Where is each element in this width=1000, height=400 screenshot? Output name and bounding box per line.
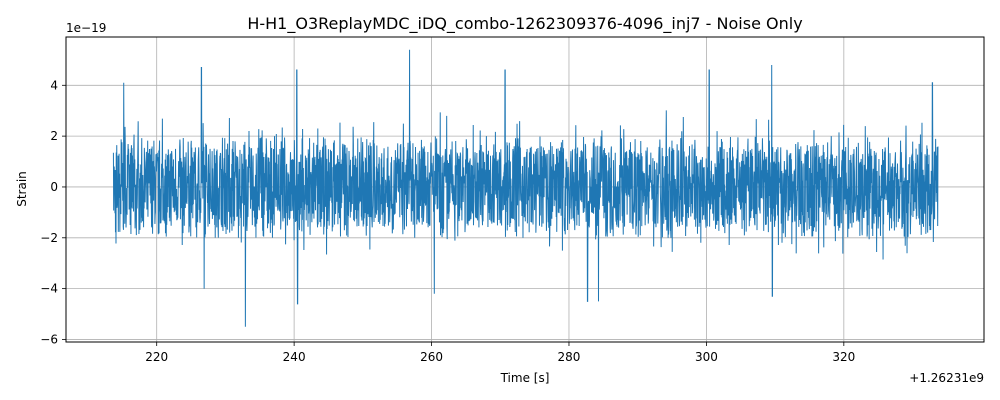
- y-axis-label: Strain: [15, 171, 29, 207]
- y-tick-label: 0: [50, 180, 58, 194]
- series-layer: [112, 49, 939, 327]
- y-tick-label: 2: [50, 129, 58, 143]
- y-scale-label: 1e−19: [66, 21, 106, 35]
- y-tick-label: −2: [40, 231, 58, 245]
- y-tick-label: 4: [50, 78, 58, 92]
- x-axis-label: Time [s]: [500, 371, 550, 385]
- plot-frame: [65, 36, 985, 343]
- x-axis-ticks: 220 240 260 280 300 320: [145, 342, 855, 364]
- x-tick-label: 300: [695, 350, 718, 364]
- x-tick-label: 240: [283, 350, 306, 364]
- strain-series-line: [112, 49, 939, 327]
- x-offset-label: +1.26231e9: [909, 371, 984, 385]
- x-tick-label: 220: [145, 350, 168, 364]
- y-tick-label: −4: [40, 282, 58, 296]
- x-tick-label: 260: [420, 350, 443, 364]
- chart-title: H-H1_O3ReplayMDC_iDQ_combo-1262309376-40…: [247, 14, 802, 34]
- x-tick-label: 320: [832, 350, 855, 364]
- y-tick-label: −6: [40, 332, 58, 346]
- y-axis-ticks: −6 −4 −2 0 2 4: [40, 78, 66, 346]
- x-tick-label: 280: [558, 350, 581, 364]
